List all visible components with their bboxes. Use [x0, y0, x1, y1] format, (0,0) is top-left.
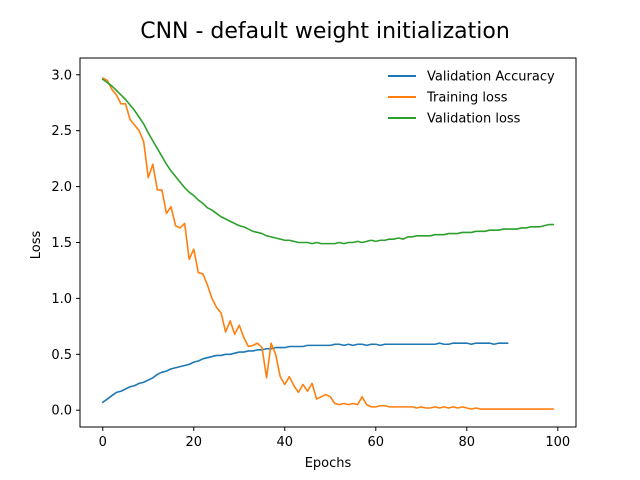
x-tick-label: 20 — [185, 435, 202, 450]
legend-label: Validation loss — [427, 112, 521, 127]
x-axis-label: Epochs — [305, 456, 352, 471]
series-line-training-loss — [101, 77, 555, 410]
chart-title: CNN - default weight initialization — [140, 19, 510, 44]
y-tick-label: 1.5 — [51, 236, 72, 251]
y-axis-label: Loss — [29, 231, 44, 260]
y-axis: 0.0 0.5 1.0 1.5 2.0 2.5 3.0 — [51, 68, 80, 419]
y-tick-label: 0.5 — [51, 348, 72, 363]
y-tick-label: 2.5 — [51, 124, 72, 139]
legend-label: Training loss — [426, 91, 508, 106]
x-tick-label: 40 — [276, 435, 293, 450]
y-tick-label: 1.0 — [51, 292, 72, 307]
y-tick-label: 2.0 — [51, 180, 72, 195]
legend-label: Validation Accuracy — [427, 70, 555, 85]
series-line-validation-accuracy — [101, 342, 509, 404]
x-tick-label: 100 — [545, 435, 570, 450]
series-layer — [101, 77, 555, 410]
y-tick-label: 3.0 — [51, 68, 72, 83]
x-tick-label: 60 — [368, 435, 385, 450]
x-tick-label: 0 — [99, 435, 107, 450]
y-tick-label: 0.0 — [51, 404, 72, 419]
x-axis: 0 20 40 60 80 100 — [99, 427, 570, 450]
x-tick-label: 80 — [459, 435, 476, 450]
series-line-validation-loss — [101, 78, 555, 245]
legend: Validation Accuracy Training loss Validati… — [388, 70, 555, 127]
